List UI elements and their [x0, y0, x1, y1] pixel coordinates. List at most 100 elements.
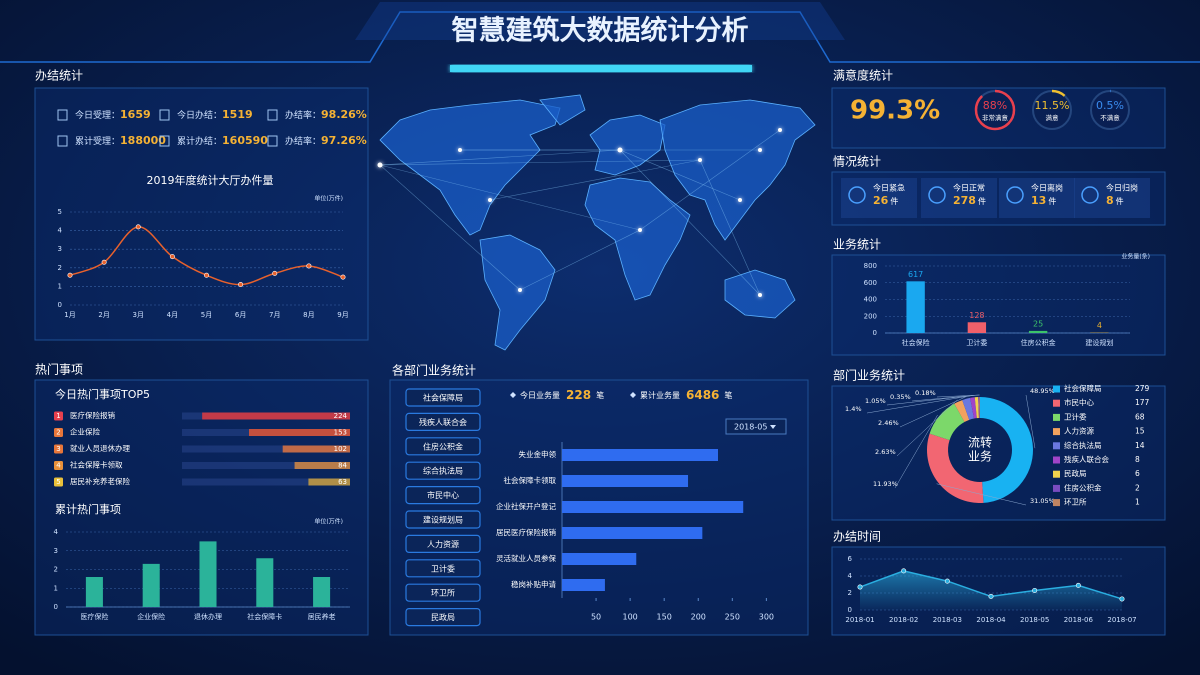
tab-label[interactable]: 住房公积金 — [423, 441, 463, 451]
header-bar — [450, 65, 752, 72]
panel-heading: 各部门业务统计 — [392, 363, 476, 378]
bar — [199, 541, 217, 607]
stat: 累计办结：160590 — [177, 134, 268, 147]
slice — [962, 397, 975, 420]
slice — [978, 397, 980, 419]
stat-icon — [159, 109, 170, 121]
situation-box — [921, 178, 997, 218]
stat-unit: 笔 — [596, 390, 604, 400]
legend-value: 279 — [1135, 384, 1150, 393]
situation-stat: 26 件 — [873, 194, 898, 207]
map-link — [519, 229, 641, 291]
tab-box[interactable] — [405, 607, 481, 627]
map-dot — [758, 293, 762, 297]
x-tick-label: 50 — [591, 613, 601, 622]
x-tick-label: 2018-07 — [1107, 616, 1136, 624]
unit-label: 单位(万件) — [314, 195, 343, 203]
x-tick-label: 住房公积金 — [1021, 338, 1056, 347]
y-tick-label: 3 — [58, 245, 62, 253]
percent-label: 0.18% — [915, 389, 936, 397]
leader-line — [936, 483, 1027, 506]
tab[interactable]: 综合执法局 — [405, 461, 481, 480]
category-label: 居民补充养老保险 — [70, 476, 130, 486]
gauge-arc — [1089, 89, 1131, 131]
continent — [379, 99, 561, 236]
tab-label[interactable]: 环卫所 — [431, 588, 455, 598]
point — [204, 272, 210, 278]
tab-box[interactable] — [405, 437, 481, 456]
x-tick-label: 4月 — [167, 311, 178, 319]
continent — [584, 177, 691, 301]
map-dot — [488, 198, 492, 202]
tab-label[interactable]: 市民中心 — [427, 490, 459, 500]
stat-value: 98.26% — [321, 108, 367, 121]
legend-swatch — [1053, 484, 1060, 492]
x-tick-label: 2月 — [98, 311, 109, 319]
tab-box[interactable] — [405, 583, 481, 602]
legend-label: 市民中心 — [1064, 397, 1094, 407]
dropdown[interactable]: 2018-05 — [725, 418, 787, 435]
situation-value: 13 — [1031, 194, 1046, 207]
legend-label: 住房公积金 — [1064, 482, 1102, 492]
center-label: 业务 — [968, 449, 992, 464]
bar — [313, 577, 331, 607]
legend-swatch — [1053, 470, 1060, 478]
tab-box[interactable] — [405, 510, 481, 529]
tab[interactable]: 住房公积金 — [405, 437, 481, 456]
tab[interactable]: 环卫所 — [405, 583, 481, 602]
rank: 4 — [56, 462, 61, 470]
tab[interactable]: 社会保障局 — [405, 388, 481, 407]
panel-heading: 部门业务统计 — [833, 368, 905, 383]
tab[interactable]: 民政局 — [405, 607, 481, 627]
slice — [926, 433, 984, 503]
center-label: 流转 — [968, 435, 992, 450]
tab[interactable]: 卫计委 — [405, 559, 481, 578]
tab[interactable]: 建设规划局 — [405, 510, 481, 529]
data-label: 63 — [338, 478, 347, 486]
dropdown-label[interactable]: 2018-05 — [734, 423, 767, 432]
x-tick-label: 2018-01 — [845, 616, 874, 624]
y-tick-label: 200 — [864, 312, 877, 320]
bar — [967, 322, 987, 333]
gauge-label: 非常满意 — [982, 113, 1009, 122]
tab-label[interactable]: 民政局 — [431, 612, 455, 622]
point — [1075, 582, 1081, 588]
x-tick-label: 退休办理 — [194, 612, 222, 621]
track — [182, 462, 350, 469]
slice — [970, 397, 977, 419]
dropdown-box[interactable] — [725, 418, 787, 435]
tab[interactable]: 市民中心 — [405, 486, 481, 505]
situation-stat: 13 件 — [1031, 194, 1056, 207]
tab-box[interactable] — [405, 559, 481, 578]
tab-box[interactable] — [405, 534, 481, 554]
tab-label[interactable]: 残疾人联合会 — [419, 417, 467, 427]
stat: 今日业务量 228 笔 — [520, 388, 604, 402]
gauge-value: 0.5% — [1096, 99, 1124, 112]
tab-box[interactable] — [405, 412, 481, 431]
legend-swatch — [1053, 413, 1060, 421]
tab[interactable]: 人力资源 — [405, 534, 481, 554]
stat-icon — [267, 135, 278, 147]
x-tick-label: 2018-03 — [933, 616, 962, 624]
map-dot — [738, 198, 742, 202]
tab-box[interactable] — [405, 388, 481, 407]
tab-label[interactable]: 综合执法局 — [423, 466, 463, 476]
dropdown-caret[interactable] — [770, 425, 776, 429]
situation-icon — [1081, 186, 1099, 204]
stat: 今日办结：1519 — [177, 108, 253, 121]
x-tick-label: 社会保障卡 — [247, 612, 282, 621]
y-tick-label: 0 — [848, 606, 852, 614]
tab-box[interactable] — [405, 486, 481, 505]
tab[interactable]: 残疾人联合会 — [405, 412, 481, 431]
map-link — [619, 149, 741, 201]
bar — [202, 412, 350, 420]
tab-box[interactable] — [405, 461, 481, 480]
tab-label[interactable]: 人力资源 — [427, 539, 459, 549]
tab-label[interactable]: 建设规划局 — [423, 515, 463, 525]
tab-label[interactable]: 卫计委 — [431, 563, 455, 573]
stat: 办结率：98.26% — [285, 108, 367, 121]
stat: 累计业务量 6486 笔 — [640, 388, 732, 402]
legend-swatch — [1053, 442, 1060, 450]
x-tick-label: 2018-04 — [976, 616, 1006, 624]
tab-label[interactable]: 社会保障局 — [423, 393, 463, 403]
